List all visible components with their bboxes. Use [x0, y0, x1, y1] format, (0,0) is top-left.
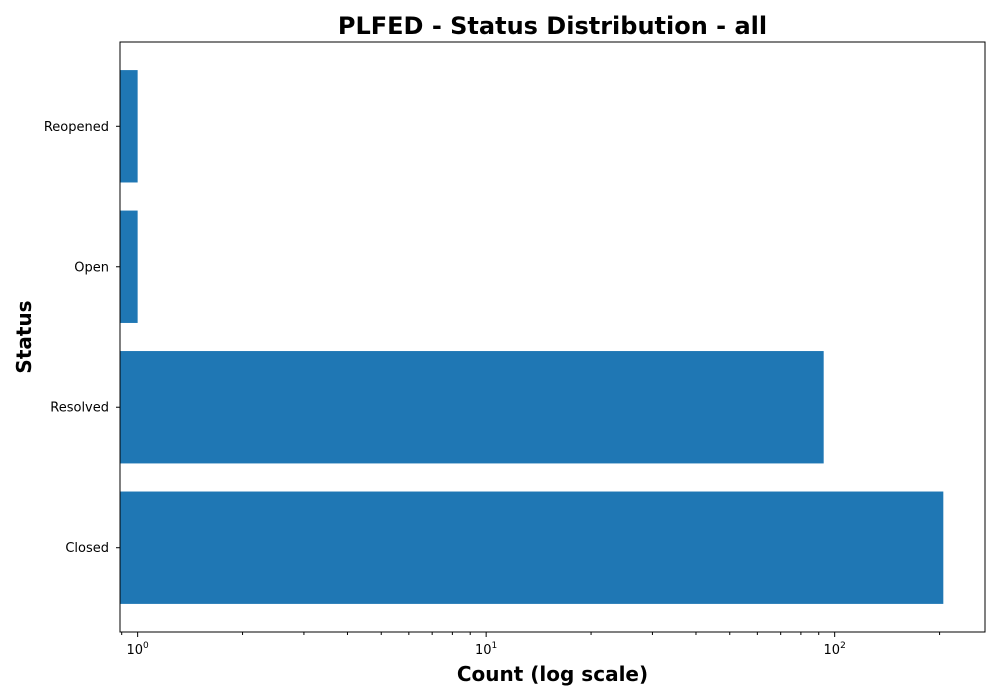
- y-axis-ticks: Closed Resolved Open Reopened: [44, 120, 120, 556]
- bar-resolved: [120, 351, 824, 464]
- x-axis-label: Count (log scale): [457, 662, 648, 686]
- x-tick-label: 102: [824, 641, 846, 658]
- y-tick-label-open: Open: [74, 260, 109, 275]
- bar-closed: [120, 491, 944, 604]
- x-tick-label: 100: [126, 641, 149, 658]
- bars-layer: [120, 70, 944, 604]
- plot-frame: [119, 41, 986, 633]
- y-tick-label-resolved: Resolved: [50, 401, 109, 416]
- chart-title: PLFED - Status Distribution - all: [338, 12, 767, 40]
- bar-reopened: [120, 70, 138, 183]
- y-axis-label: Status: [12, 300, 36, 373]
- x-axis-ticks: 100 101 102: [121, 632, 941, 658]
- y-tick-label-reopened: Reopened: [44, 120, 109, 135]
- bar-open: [120, 210, 138, 323]
- x-tick-label: 101: [475, 641, 497, 658]
- y-tick-label-closed: Closed: [65, 541, 109, 556]
